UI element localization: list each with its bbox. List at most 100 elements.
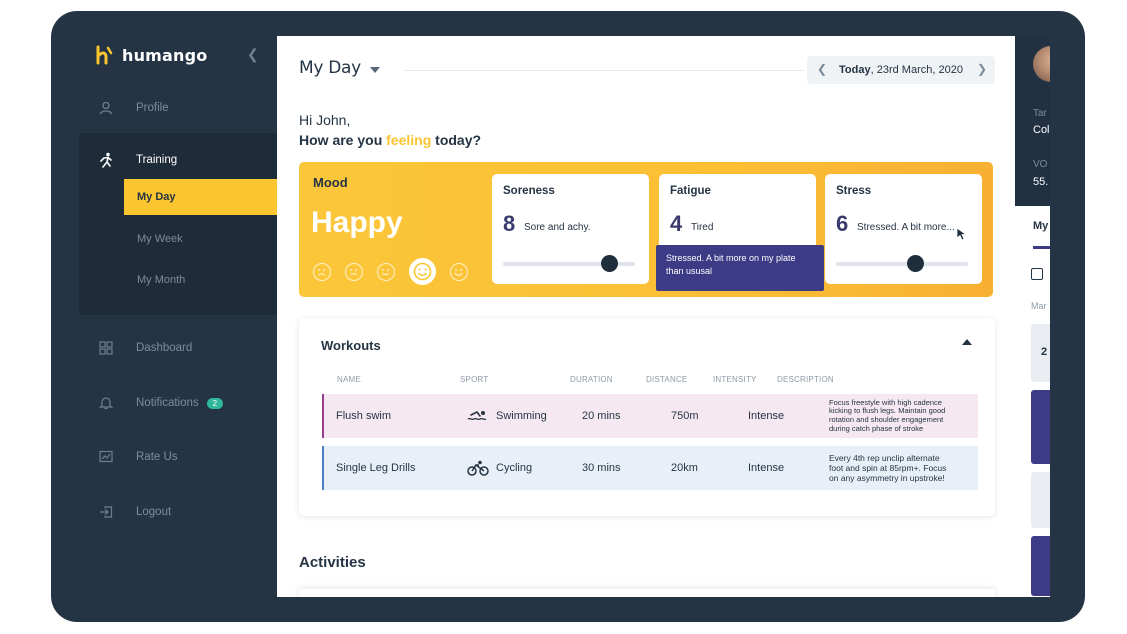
workout-sport: Swimming <box>467 394 547 438</box>
page-title[interactable]: My Day <box>299 58 361 78</box>
workout-name: Flush swim <box>336 410 392 422</box>
smiley-face-icon[interactable] <box>345 262 363 281</box>
workout-description: Every 4th rep unclip alternate foot and … <box>829 446 946 490</box>
mouse-cursor-icon <box>956 227 968 246</box>
smiley-face-icon[interactable] <box>377 262 395 281</box>
tooltip-line: Stressed. A bit more on my plate <box>666 253 796 263</box>
right-panel-card: My Mar 2 <box>1015 206 1050 597</box>
sidebar-item-rate-us[interactable]: Rate Us <box>79 440 277 474</box>
selected-smiley-face-icon[interactable] <box>409 258 436 285</box>
soreness-card: Soreness 8 Sore and achy. <box>492 174 649 284</box>
sidebar-item-label: Logout <box>136 506 172 518</box>
logo-text: humango <box>122 45 208 65</box>
chart-icon <box>98 449 114 465</box>
date-navigator: ❮ Today, 23rd March, 2020 ❯ <box>807 56 995 84</box>
greeting-name: Hi John, <box>299 112 351 128</box>
stress-card: Stress 6 Stressed. A bit more... <box>825 174 982 284</box>
avatar[interactable] <box>1033 46 1050 82</box>
workout-distance: 20km <box>671 462 698 474</box>
table-row[interactable]: Single Leg Drills Cycling 30 mins 20km I… <box>322 446 978 490</box>
user-icon <box>98 100 114 116</box>
right-panel-label: VO <box>1033 159 1048 170</box>
calendar-box[interactable]: 2 <box>1031 324 1050 382</box>
right-panel-value: 55. <box>1033 176 1049 188</box>
collapse-sidebar-icon[interactable]: ❮ <box>247 46 259 62</box>
training-section: Training My Day My Week My Month <box>79 133 277 315</box>
checkbox[interactable] <box>1031 268 1043 280</box>
metric-description: Tired <box>691 222 714 233</box>
sidebar-item-logout[interactable]: Logout <box>79 495 277 529</box>
stress-tooltip: Stressed. A bit more on my plate than us… <box>656 245 824 291</box>
workout-intensity: Intense <box>748 462 785 474</box>
smiley-face-icon[interactable] <box>450 262 468 281</box>
slider-thumb[interactable] <box>600 255 618 272</box>
description-line: kicking to flush legs. Maintain good <box>829 406 946 416</box>
sport-label: Cycling <box>496 462 533 474</box>
sidebar: humango ❮ Profile Training My Day My Wee… <box>79 36 277 597</box>
workout-duration: 30 mins <box>582 462 621 474</box>
sport-label: Swimming <box>496 410 547 422</box>
logo: humango <box>95 44 208 66</box>
sidebar-item-notifications[interactable]: Notifications 2 <box>79 386 277 420</box>
sidebar-item-label: Notifications 2 <box>136 397 224 409</box>
greeting-question-start: How are you <box>299 132 387 148</box>
header-divider <box>404 70 804 71</box>
logout-icon <box>98 504 114 520</box>
mood-panel: Mood Happy Soreness 8 Sore and achy. Fat… <box>299 162 993 297</box>
running-icon <box>98 152 114 168</box>
column-header: DISTANCE <box>646 375 688 384</box>
metric-name: Soreness <box>503 185 555 197</box>
sidebar-subitem-my-month[interactable]: My Month <box>137 274 186 286</box>
greeting-question: How are you feeling today? <box>299 132 481 148</box>
activities-card <box>299 589 995 597</box>
bell-icon <box>98 395 114 411</box>
sidebar-item-profile[interactable]: Profile <box>79 91 277 125</box>
stress-slider[interactable] <box>836 255 968 272</box>
description-line: Every 4th rep unclip alternate <box>829 453 940 463</box>
soreness-slider[interactable] <box>503 255 635 272</box>
metric-name: Fatigue <box>670 185 711 197</box>
workouts-card: Workouts NAME SPORT DURATION DISTANCE IN… <box>299 318 995 516</box>
mood-value: Happy <box>311 206 403 239</box>
sidebar-item-training[interactable]: Training <box>79 143 277 177</box>
sidebar-item-label: Profile <box>136 102 169 114</box>
logo-icon <box>95 45 113 65</box>
chevron-down-icon[interactable] <box>370 67 380 73</box>
right-panel: Tar Col VO 55. My Mar 2 <box>1015 36 1050 597</box>
notifications-label: Notifications <box>136 397 199 409</box>
workouts-title: Workouts <box>321 338 381 353</box>
sidebar-item-label: Dashboard <box>136 342 193 354</box>
sidebar-subitem-my-day[interactable]: My Day <box>124 179 277 215</box>
column-header: SPORT <box>460 375 489 384</box>
calendar-box[interactable] <box>1031 472 1050 528</box>
previous-day-icon[interactable]: ❮ <box>817 62 828 76</box>
description-line: foot and spin at 85rpm+. Focus <box>829 463 947 473</box>
sidebar-item-dashboard[interactable]: Dashboard <box>79 331 277 365</box>
app-screen: humango ❮ Profile Training My Day My Wee… <box>79 36 1050 597</box>
column-header: NAME <box>337 375 361 384</box>
right-panel-tab[interactable]: My <box>1033 220 1049 232</box>
description-line: on any asymmetry in upstroke! <box>829 473 945 483</box>
workout-duration: 20 mins <box>582 410 621 422</box>
table-row[interactable]: Flush swim Swimming 20 mins 750m Intense… <box>322 394 978 438</box>
current-date: Today, 23rd March, 2020 <box>839 64 963 76</box>
sidebar-subitem-my-week[interactable]: My Week <box>137 233 183 245</box>
greeting-question-end: today? <box>431 132 482 148</box>
right-panel-label: Tar <box>1033 108 1047 119</box>
tab-underline <box>1033 246 1050 249</box>
cycling-icon <box>467 460 489 476</box>
activities-title: Activities <box>299 554 366 571</box>
main-content: My Day ❮ Today, 23rd March, 2020 ❯ Hi Jo… <box>277 36 1015 597</box>
smiley-face-icon[interactable] <box>313 262 331 281</box>
next-day-icon[interactable]: ❯ <box>977 62 988 76</box>
calendar-box[interactable] <box>1031 390 1050 464</box>
tooltip-line: than ususal <box>666 266 713 276</box>
chevron-up-icon[interactable] <box>962 339 972 345</box>
column-header: DESCRIPTION <box>777 375 834 384</box>
mood-label: Mood <box>313 175 348 190</box>
calendar-box[interactable] <box>1031 536 1050 596</box>
slider-thumb[interactable] <box>907 255 925 272</box>
calendar-box-value: 2 <box>1041 346 1048 358</box>
description-line: Focus freestyle with high cadence <box>829 397 942 407</box>
workout-sport: Cycling <box>467 446 532 490</box>
